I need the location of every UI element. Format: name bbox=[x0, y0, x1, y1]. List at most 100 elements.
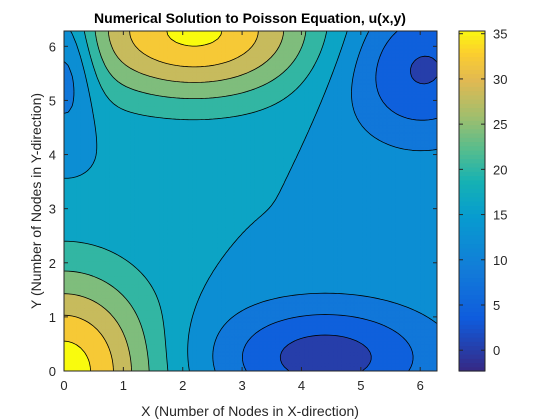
colorbar-segment bbox=[459, 150, 485, 155]
x-tick-label: 4 bbox=[298, 378, 305, 393]
colorbar-segment bbox=[459, 180, 485, 185]
colorbar-segment bbox=[459, 282, 485, 287]
colorbar-segment bbox=[459, 346, 485, 351]
y-tick-label: 0 bbox=[49, 364, 56, 379]
colorbar-segment bbox=[459, 52, 485, 57]
colorbar-segment bbox=[459, 248, 485, 253]
chart-title: Numerical Solution to Poisson Equation, … bbox=[94, 10, 406, 26]
colorbar-segment bbox=[459, 218, 485, 223]
colorbar-segment bbox=[459, 235, 485, 240]
colorbar-segment bbox=[459, 112, 485, 117]
colorbar-segment bbox=[459, 295, 485, 300]
colorbar-segment bbox=[459, 137, 485, 142]
colorbar-segment bbox=[459, 256, 485, 261]
colorbar-segment bbox=[459, 65, 485, 70]
colorbar-segment bbox=[459, 278, 485, 283]
colorbar-segment bbox=[459, 197, 485, 202]
colorbar-tick-label: 15 bbox=[493, 208, 507, 223]
colorbar-tick-label: 30 bbox=[493, 72, 507, 87]
x-axis-label: X (Number of Nodes in X-direction) bbox=[141, 403, 359, 419]
colorbar-segment bbox=[459, 329, 485, 334]
colorbar-tick-label: 20 bbox=[493, 162, 507, 177]
x-tick-label: 2 bbox=[179, 378, 186, 393]
colorbar-segment bbox=[459, 358, 485, 363]
colorbar-segment bbox=[459, 91, 485, 96]
colorbar-segment bbox=[459, 133, 485, 138]
colorbar: 0 5 10 15 20 25 30 35 bbox=[459, 27, 507, 372]
colorbar-segment bbox=[459, 273, 485, 278]
x-tick-label: 1 bbox=[120, 378, 127, 393]
colorbar-segment bbox=[459, 163, 485, 168]
colorbar-segment bbox=[459, 320, 485, 325]
colorbar-segment bbox=[459, 95, 485, 100]
colorbar-tick-label: 35 bbox=[493, 27, 507, 42]
colorbar-segment bbox=[459, 205, 485, 210]
colorbar-segment bbox=[459, 307, 485, 312]
colorbar-segment bbox=[459, 316, 485, 321]
colorbar-segment bbox=[459, 261, 485, 266]
y-tick-label: 3 bbox=[49, 202, 56, 217]
y-axis-label: Y (Number of Nodes in Y-direction) bbox=[28, 93, 44, 309]
colorbar-segment bbox=[459, 48, 485, 53]
x-tick-label: 5 bbox=[357, 378, 364, 393]
colorbar-segment bbox=[459, 269, 485, 274]
colorbar-segment bbox=[459, 239, 485, 244]
colorbar-segment bbox=[459, 99, 485, 104]
colorbar-segment bbox=[459, 299, 485, 304]
plot-area bbox=[64, 31, 437, 371]
colorbar-segment bbox=[459, 286, 485, 291]
colorbar-segment bbox=[459, 44, 485, 49]
colorbar-segment bbox=[459, 333, 485, 338]
colorbar-tick-label: 5 bbox=[493, 298, 500, 313]
colorbar-segment bbox=[459, 125, 485, 130]
colorbar-tick-label: 25 bbox=[493, 117, 507, 132]
colorbar-segment bbox=[459, 159, 485, 164]
colorbar-segment bbox=[459, 103, 485, 108]
colorbar-segment bbox=[459, 129, 485, 134]
y-tick-label: 1 bbox=[49, 310, 56, 325]
colorbar-segment bbox=[459, 82, 485, 87]
y-tick-label: 6 bbox=[49, 39, 56, 54]
colorbar-segment bbox=[459, 312, 485, 317]
colorbar-segment bbox=[459, 201, 485, 206]
colorbar-segment bbox=[459, 142, 485, 147]
colorbar-segment bbox=[459, 116, 485, 121]
colorbar-segment bbox=[459, 324, 485, 329]
colorbar-segment bbox=[459, 86, 485, 91]
x-tick-label: 0 bbox=[60, 378, 67, 393]
colorbar-segment bbox=[459, 363, 485, 368]
colorbar-segment bbox=[459, 252, 485, 257]
y-tick-label: 4 bbox=[49, 148, 56, 163]
colorbar-tick-label: 0 bbox=[493, 343, 500, 358]
colorbar-segment bbox=[459, 171, 485, 176]
colorbar-segment bbox=[459, 154, 485, 159]
y-tick-label: 5 bbox=[49, 93, 56, 108]
colorbar-segment bbox=[459, 227, 485, 232]
y-tick-label: 2 bbox=[49, 256, 56, 271]
colorbar-segment bbox=[459, 35, 485, 40]
colorbar-segment bbox=[459, 210, 485, 215]
colorbar-segment bbox=[459, 222, 485, 227]
colorbar-tick-label: 10 bbox=[493, 253, 507, 268]
colorbar-segment bbox=[459, 146, 485, 151]
colorbar-segment bbox=[459, 231, 485, 236]
colorbar-segment bbox=[459, 265, 485, 270]
colorbar-segment bbox=[459, 40, 485, 45]
colorbar-segment bbox=[459, 108, 485, 113]
colorbar-segment bbox=[459, 57, 485, 62]
colorbar-segment bbox=[459, 193, 485, 198]
x-tick-label: 6 bbox=[417, 378, 424, 393]
colorbar-segment bbox=[459, 341, 485, 346]
colorbar-segment bbox=[459, 188, 485, 193]
colorbar-segment bbox=[459, 69, 485, 74]
colorbar-segment bbox=[459, 244, 485, 249]
colorbar-segment bbox=[459, 176, 485, 181]
colorbar-segment bbox=[459, 354, 485, 359]
colorbar-segment bbox=[459, 74, 485, 79]
colorbar-segment bbox=[459, 61, 485, 66]
colorbar-segment bbox=[459, 290, 485, 295]
colorbar-segment bbox=[459, 337, 485, 342]
colorbar-segment bbox=[459, 184, 485, 189]
x-tick-label: 3 bbox=[238, 378, 245, 393]
